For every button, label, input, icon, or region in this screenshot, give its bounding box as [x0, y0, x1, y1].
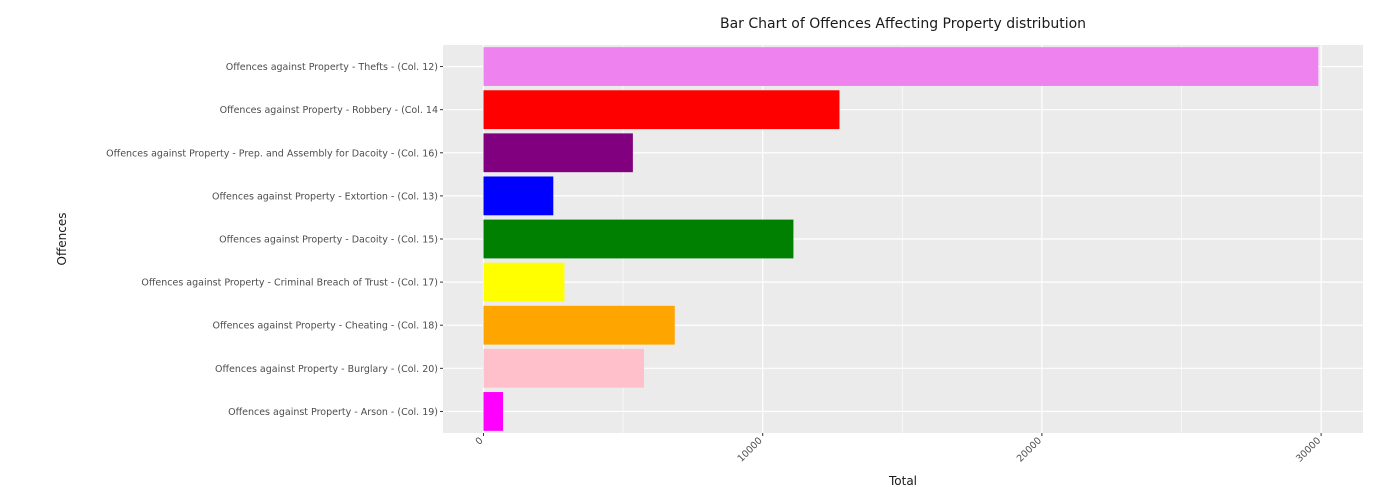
bar	[483, 305, 675, 345]
y-tick-label: Offences against Property - Robbery - (C…	[220, 105, 438, 116]
bar	[483, 176, 554, 216]
x-axis-title: Total	[888, 474, 917, 487]
bar	[483, 219, 794, 259]
y-tick-label: Offences against Property - Thefts - (Co…	[226, 62, 438, 73]
y-tick-label: Offences against Property - Cheating - (…	[213, 321, 438, 332]
y-tick-label: Offences against Property - Burglary - (…	[215, 364, 438, 375]
bar	[483, 90, 840, 130]
chart-title: Bar Chart of Offences Affecting Property…	[720, 16, 1086, 32]
bar	[483, 348, 645, 388]
y-axis-title: Offences	[55, 213, 69, 266]
y-tick-label: Offences against Property - Prep. and As…	[106, 148, 438, 159]
bars	[483, 47, 1319, 431]
bar	[483, 392, 504, 431]
bar	[483, 262, 565, 302]
y-axis-ticks: Offences against Property - Thefts - (Co…	[106, 62, 443, 418]
y-tick-label: Offences against Property - Extortion - …	[212, 191, 438, 202]
x-tick-label: 10000	[736, 435, 765, 464]
x-tick-label: 0	[474, 435, 486, 447]
x-axis-ticks: 0 10000 20000 30000	[474, 433, 1323, 465]
y-tick-label: Offences against Property - Dacoity - (C…	[219, 235, 438, 246]
x-tick-label: 30000	[1294, 435, 1323, 464]
x-tick-label: 20000	[1015, 435, 1044, 464]
bar	[483, 47, 1319, 86]
y-tick-label: Offences against Property - Arson - (Col…	[228, 407, 438, 418]
y-tick-label: Offences against Property - Criminal Bre…	[141, 278, 438, 289]
bar	[483, 133, 633, 173]
